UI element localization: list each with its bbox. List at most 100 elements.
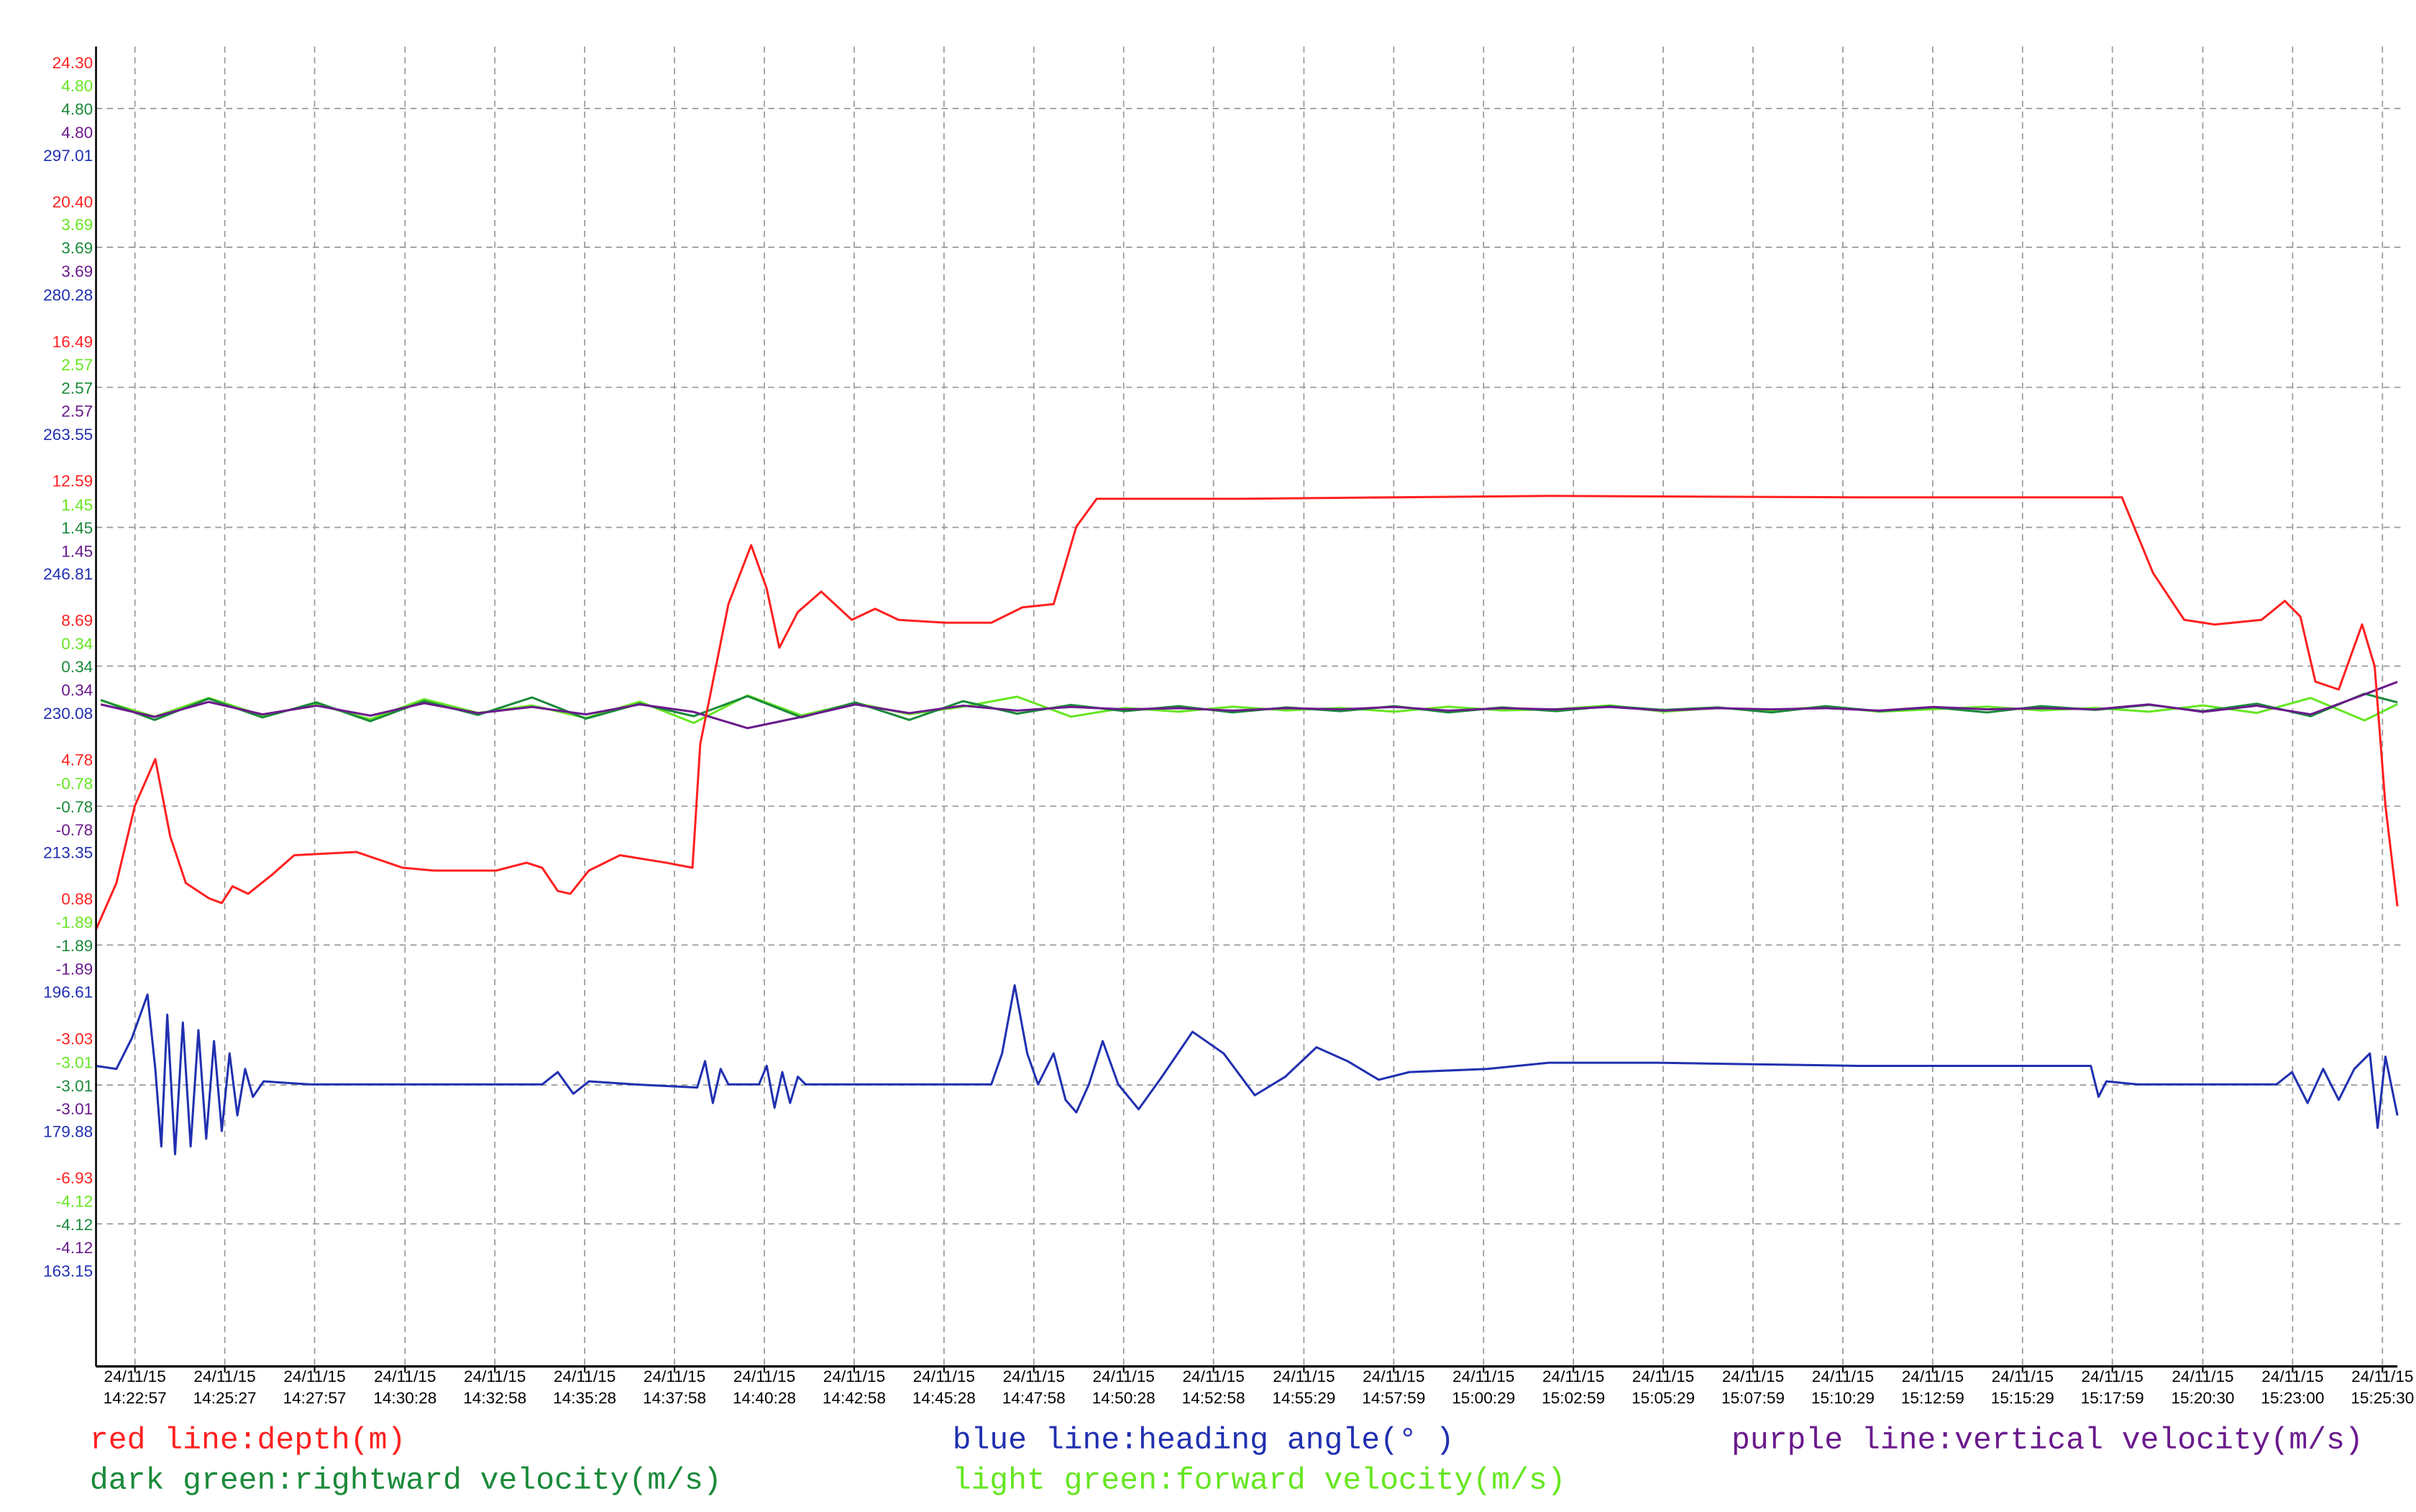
y-tick-label: -1.89 [56, 960, 93, 978]
x-tick-date: 24/11/15 [1452, 1367, 1514, 1385]
y-tick-label: 3.69 [61, 239, 93, 257]
x-tick-date: 24/11/15 [2261, 1367, 2323, 1385]
x-tick-time: 14:30:28 [373, 1389, 436, 1407]
y-tick-label: 263.55 [43, 426, 93, 444]
x-tick-time: 14:52:58 [1182, 1389, 1245, 1407]
legend-entry: purple line:vertical velocity(m/s) [1731, 1423, 2364, 1458]
x-tick-date: 24/11/15 [464, 1367, 526, 1385]
x-tick-date: 24/11/15 [1363, 1367, 1424, 1385]
x-tick-date: 24/11/15 [644, 1367, 705, 1385]
y-tick-label: 4.80 [61, 124, 93, 142]
x-tick-date: 24/11/15 [1992, 1367, 2054, 1385]
y-tick-label: 2.57 [61, 379, 93, 397]
x-tick-time: 14:45:28 [912, 1389, 976, 1407]
x-tick-date: 24/11/15 [733, 1367, 795, 1385]
x-tick-time: 14:35:28 [553, 1389, 616, 1407]
y-tick-label: 20.40 [52, 193, 93, 211]
y-tick-label: -4.12 [56, 1239, 93, 1257]
x-tick-time: 14:27:57 [283, 1389, 347, 1407]
x-tick-time: 14:57:59 [1362, 1389, 1425, 1407]
x-tick-date: 24/11/15 [1902, 1367, 1964, 1385]
y-tick-label: -4.12 [56, 1193, 93, 1211]
y-tick-label: -3.01 [56, 1053, 93, 1071]
x-tick-time: 15:12:59 [1901, 1389, 1964, 1407]
y-tick-label: -0.78 [56, 821, 93, 839]
legend: red line:depth(m) light green:forward vel… [90, 1423, 2364, 1498]
y-tick-label: 3.69 [61, 216, 93, 234]
x-tick-time: 15:05:29 [1632, 1389, 1695, 1407]
plot-lines [95, 495, 2399, 1155]
legend-entry: dark green:rightward velocity(m/s) [90, 1463, 722, 1498]
y-tick-label: 4.80 [61, 77, 93, 95]
x-tick-date: 24/11/15 [2172, 1367, 2233, 1385]
tick-labels: 24/11/15 14:22:57 24/11/15 14:25:27 24/11/15… [43, 54, 2414, 1407]
y-tick-label: 12.59 [52, 472, 93, 490]
y-tick-label: 0.34 [61, 658, 93, 676]
x-tick-date: 24/11/15 [283, 1367, 345, 1385]
y-tick-label: 297.01 [43, 147, 93, 165]
x-tick-date: 24/11/15 [1722, 1367, 1784, 1385]
x-tick-date: 24/11/15 [2351, 1367, 2413, 1385]
y-tick-label: 1.45 [61, 519, 93, 537]
y-tick-label: 24.30 [52, 54, 93, 72]
series-line [95, 495, 2399, 930]
x-tick-time: 14:32:58 [463, 1389, 526, 1407]
x-tick-date: 24/11/15 [1273, 1367, 1335, 1385]
y-tick-label: 3.69 [61, 262, 93, 280]
series-line [100, 681, 2398, 730]
legend-entry: light green:forward velocity(m/s) [953, 1463, 1566, 1498]
legend-entry: blue line:heading angle(° ) [953, 1423, 1455, 1458]
x-tick-time: 14:47:58 [1002, 1389, 1066, 1407]
y-tick-label: 280.28 [43, 286, 93, 304]
y-tick-label: 0.34 [61, 635, 93, 653]
x-tick-time: 15:07:59 [1721, 1389, 1785, 1407]
x-tick-time: 14:22:57 [104, 1389, 167, 1407]
y-tick-label: 4.78 [61, 751, 93, 769]
y-tick-label: 213.35 [43, 844, 93, 862]
y-tick-label: -3.03 [56, 1030, 93, 1048]
y-tick-label: 1.45 [61, 542, 93, 560]
x-tick-time: 14:42:58 [823, 1389, 886, 1407]
x-tick-date: 24/11/15 [1542, 1367, 1604, 1385]
y-tick-label: -4.12 [56, 1216, 93, 1234]
x-tick-time: 14:25:27 [193, 1389, 257, 1407]
x-tick-date: 24/11/15 [1182, 1367, 1244, 1385]
y-tick-label: 2.57 [61, 356, 93, 374]
x-tick-time: 14:55:29 [1272, 1389, 1335, 1407]
x-tick-time: 15:02:59 [1542, 1389, 1605, 1407]
y-tick-label: 0.88 [61, 890, 93, 908]
x-tick-time: 15:23:00 [2261, 1389, 2324, 1407]
y-tick-label: 163.15 [43, 1262, 93, 1280]
y-tick-label: -1.89 [56, 914, 93, 932]
legend-entry: red line:depth(m) [90, 1423, 406, 1458]
x-tick-date: 24/11/15 [1093, 1367, 1155, 1385]
x-tick-date: 24/11/15 [1003, 1367, 1065, 1385]
x-tick-time: 15:00:29 [1452, 1389, 1515, 1407]
x-tick-date: 24/11/15 [823, 1367, 885, 1385]
y-tick-label: 16.49 [52, 333, 93, 351]
y-tick-label: -3.01 [56, 1100, 93, 1118]
x-tick-date: 24/11/15 [1632, 1367, 1694, 1385]
y-tick-label: -3.01 [56, 1077, 93, 1095]
y-tick-label: 2.57 [61, 403, 93, 421]
y-tick-label: -0.78 [56, 775, 93, 793]
y-tick-label: 179.88 [43, 1123, 93, 1141]
x-tick-date: 24/11/15 [193, 1367, 255, 1385]
x-tick-time: 15:25:30 [2351, 1389, 2414, 1407]
y-tick-label: 8.69 [61, 611, 93, 629]
x-tick-time: 15:20:30 [2171, 1389, 2234, 1407]
x-tick-date: 24/11/15 [104, 1367, 166, 1385]
x-tick-time: 15:17:59 [2081, 1389, 2144, 1407]
y-tick-label: 4.80 [61, 100, 93, 118]
x-tick-date: 24/11/15 [2082, 1367, 2143, 1385]
x-tick-date: 24/11/15 [913, 1367, 975, 1385]
y-tick-label: 230.08 [43, 705, 93, 723]
x-tick-time: 14:40:28 [733, 1389, 796, 1407]
x-tick-time: 15:10:29 [1811, 1389, 1875, 1407]
x-tick-date: 24/11/15 [374, 1367, 436, 1385]
series-line [96, 984, 2399, 1155]
y-tick-label: 196.61 [43, 984, 93, 1002]
x-tick-time: 14:37:58 [643, 1389, 706, 1407]
